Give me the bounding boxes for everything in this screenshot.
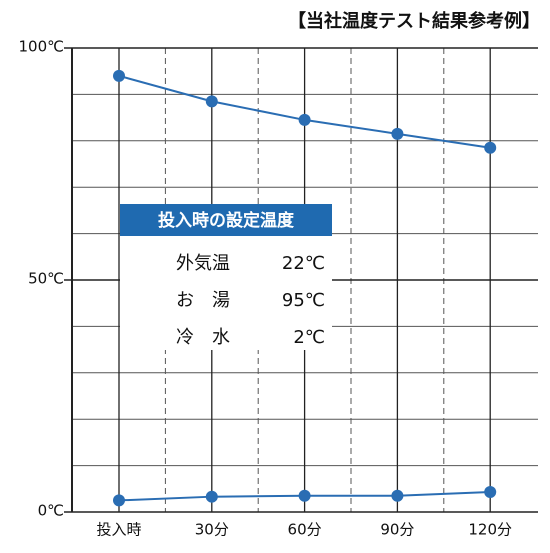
- data-point: [484, 141, 497, 154]
- annotation-label: 外気温: [176, 253, 230, 274]
- y-tick-label: 100℃: [19, 38, 64, 56]
- data-point: [391, 489, 404, 502]
- annotation-header: [120, 204, 332, 236]
- annotation-value: 22℃: [282, 253, 325, 274]
- data-point: [298, 113, 311, 126]
- annotation-value: 2℃: [293, 327, 325, 348]
- annotation-title: 投入時の設定温度: [158, 210, 295, 231]
- chart-title: 【当社温度テスト結果参考例】: [288, 10, 540, 32]
- data-point: [205, 95, 218, 108]
- x-tick-label: 30分: [195, 521, 229, 539]
- data-point: [484, 486, 497, 499]
- y-tick-label: 50℃: [28, 270, 64, 288]
- data-point: [113, 69, 125, 82]
- annotation-value: 95℃: [282, 290, 325, 311]
- y-tick-label: 0℃: [38, 502, 64, 520]
- data-point: [298, 489, 311, 502]
- annotation-label: 冷 水: [176, 327, 230, 348]
- data-point: [205, 490, 218, 503]
- x-tick-label: 120分: [468, 521, 512, 539]
- annotation-label: お 湯: [176, 290, 230, 311]
- x-tick-label: 投入時: [96, 521, 141, 539]
- x-tick-label: 60分: [288, 521, 322, 539]
- data-point: [391, 127, 404, 140]
- data-point: [113, 494, 125, 507]
- x-tick-label: 90分: [380, 521, 414, 539]
